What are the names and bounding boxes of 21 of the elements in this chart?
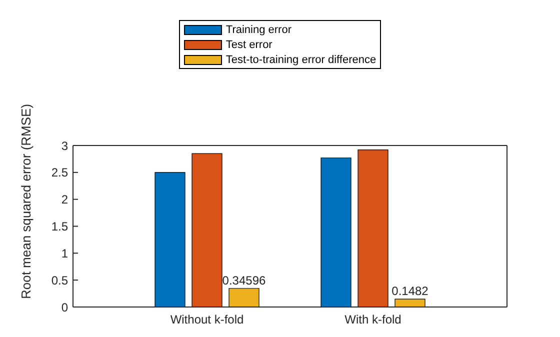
bar <box>192 153 222 307</box>
legend-label: Test error <box>226 38 272 50</box>
x-tick-label: Without k-fold <box>170 312 244 327</box>
data-label: 0.34596 <box>222 273 266 288</box>
bar <box>320 158 352 307</box>
y-tick-label: 0.5 <box>51 273 68 288</box>
legend-label: Training error <box>226 24 292 36</box>
y-tick-label: 1 <box>61 246 68 260</box>
bar <box>358 150 388 307</box>
y-tick-label: 1.5 <box>51 220 68 234</box>
bar <box>228 288 260 307</box>
y-tick-label: 3 <box>61 138 68 153</box>
legend-label: Test-to-training error difference <box>226 54 376 66</box>
x-tick-label: With k-fold <box>344 312 402 327</box>
data-label: 0.1482 <box>392 284 429 298</box>
y-axis-title: Root mean squared error (RMSE) <box>18 104 34 300</box>
y-tick-label: 2.5 <box>51 166 68 180</box>
y-tick-label: 2 <box>61 192 68 207</box>
bar <box>154 172 186 307</box>
y-tick-label: 0 <box>61 300 68 314</box>
bar <box>394 298 426 307</box>
